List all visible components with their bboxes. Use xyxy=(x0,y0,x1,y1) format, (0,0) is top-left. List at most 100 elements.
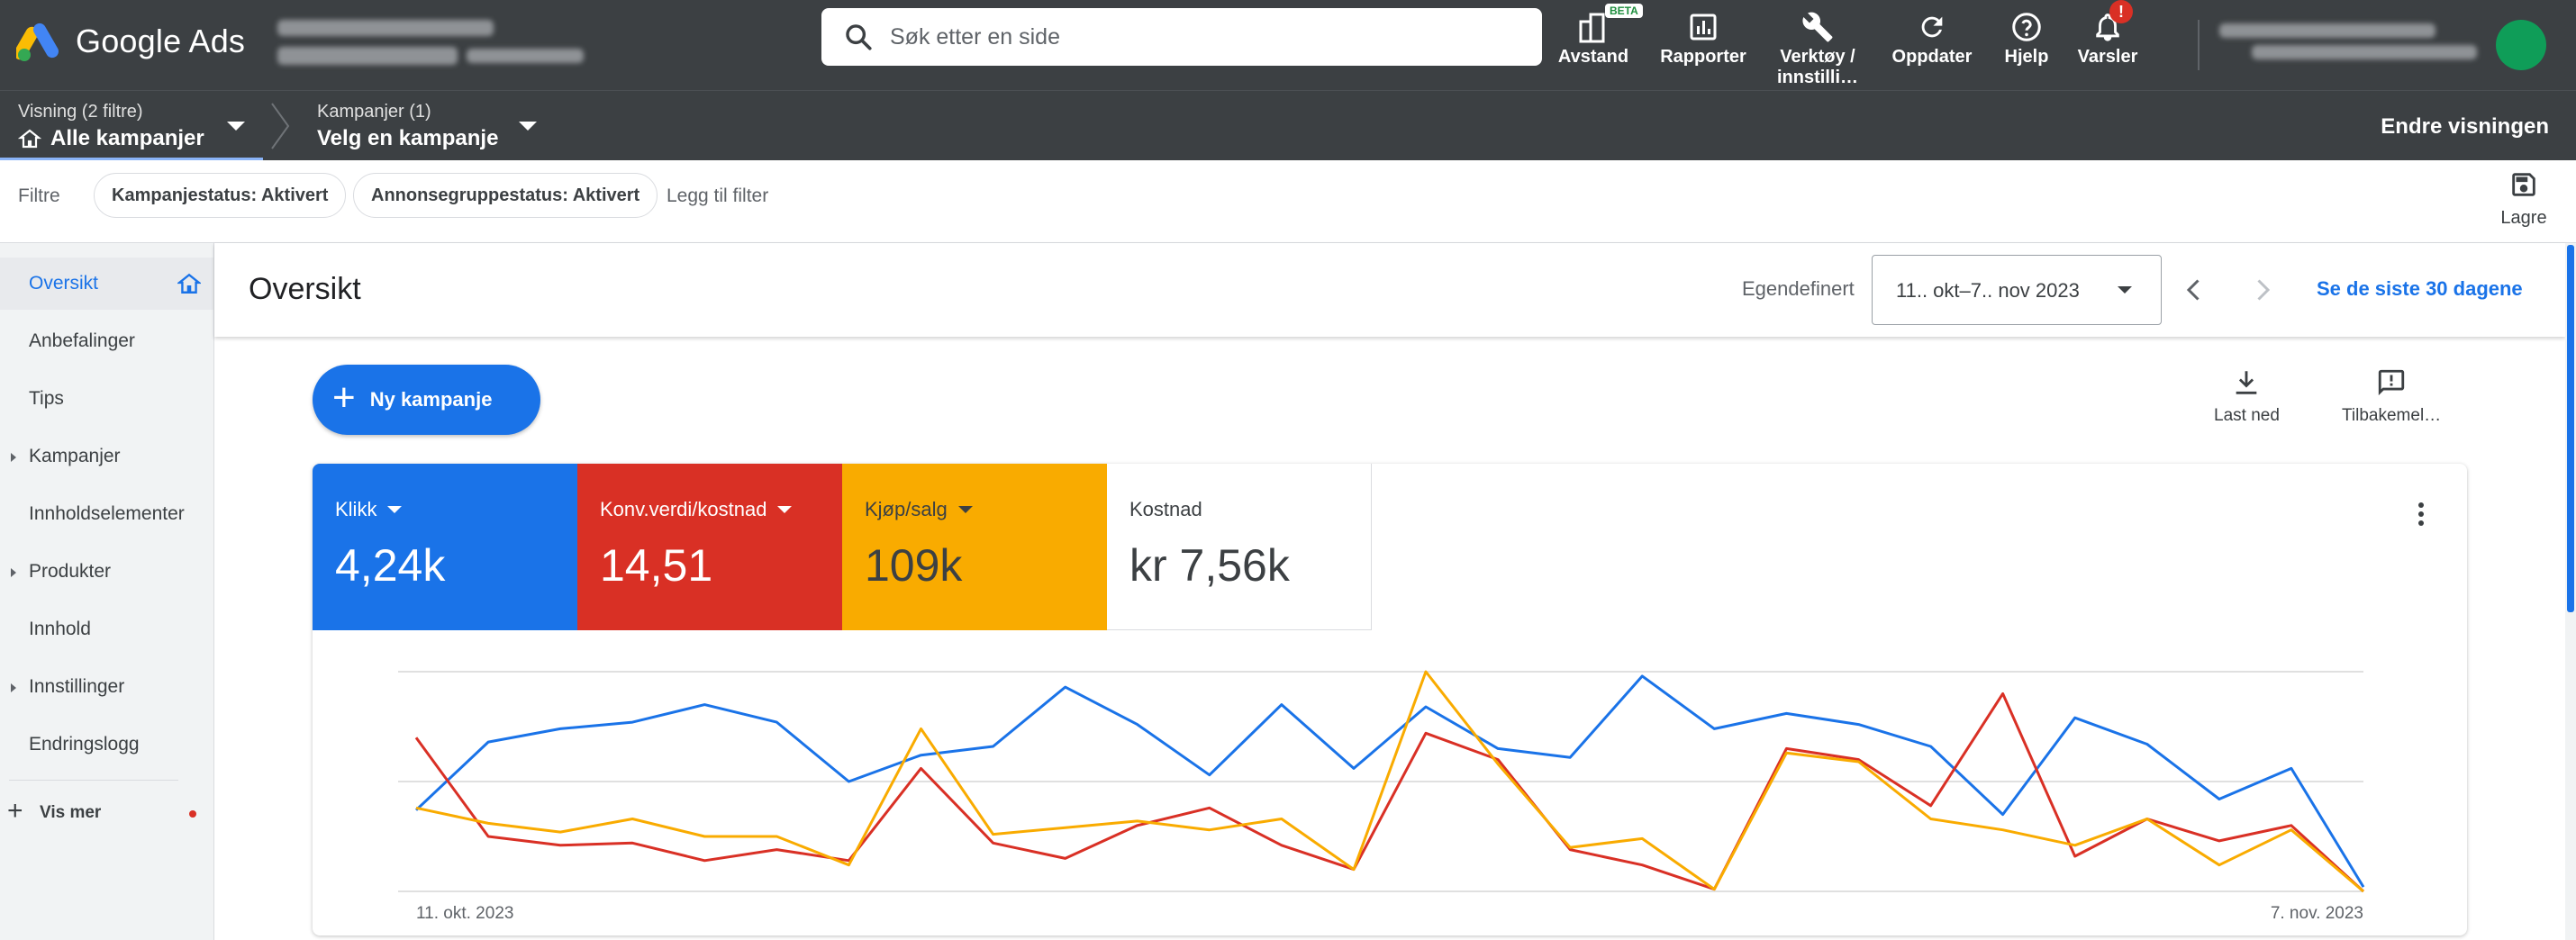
breadcrumb-chevron-icon xyxy=(271,103,290,149)
view-selector-value: Alle kampanjer xyxy=(50,126,204,150)
toolbar-notifications-button[interactable]: ! Varsler xyxy=(2054,0,2162,68)
page-header: Oversikt Egendefinert 11.. okt–7.. nov 2… xyxy=(214,243,2565,337)
user-account-info[interactable] xyxy=(2216,22,2486,67)
x-axis-end-label: 7. nov. 2023 xyxy=(2271,904,2363,923)
home-icon xyxy=(18,129,41,149)
sidebar-item-label: Kampanjer xyxy=(29,446,121,466)
next-period-button[interactable] xyxy=(2246,274,2279,306)
top-bar: Google Ads BETA Avstand xyxy=(0,0,2576,90)
filter-chip-adgroup-status[interactable]: Annonsegruppestatus: Aktivert xyxy=(353,173,658,218)
filter-bar: Filtre Kampanjestatus: Aktivert Annonseg… xyxy=(0,160,2576,243)
toolbar-label: Oppdater xyxy=(1891,47,1973,67)
save-button[interactable]: Lagre xyxy=(2491,169,2556,229)
new-campaign-button[interactable]: + Ny kampanje xyxy=(313,365,540,435)
sidebar-item-settings[interactable]: Innstillinger xyxy=(0,661,213,713)
google-ads-logo-icon xyxy=(16,23,59,61)
x-axis-start-label: 11. okt. 2023 xyxy=(416,904,513,923)
expand-arrow-icon xyxy=(11,453,16,462)
chevron-down-icon[interactable] xyxy=(387,506,403,513)
toolbar-help-button[interactable]: Hjelp xyxy=(1973,9,2081,68)
avatar[interactable] xyxy=(2496,20,2546,70)
search-input[interactable] xyxy=(890,23,1502,50)
campaign-dropdown-icon[interactable] xyxy=(519,122,537,131)
campaign-selector[interactable]: Kampanjer (1) Velg en kampanje xyxy=(317,102,498,151)
google-ads-logo[interactable]: Google Ads xyxy=(16,20,245,63)
toolbar-label: Hjelp xyxy=(2004,47,2049,67)
download-icon xyxy=(2236,371,2257,394)
date-range-picker[interactable]: 11.. okt–7.. nov 2023 xyxy=(1872,255,2162,325)
add-filter-button[interactable]: Legg til filter xyxy=(667,185,769,206)
sidebar-item-overview[interactable]: Oversikt xyxy=(0,258,213,310)
toolbar-label: Varsler xyxy=(2077,47,2138,67)
help-icon xyxy=(2012,13,2041,41)
change-view-button[interactable]: Endre visningen xyxy=(2381,114,2549,139)
view-selector[interactable]: Visning (2 filtre) Alle kampanjer xyxy=(18,102,204,151)
toolbar-reach-button[interactable]: BETA Avstand xyxy=(1539,4,1647,68)
view-selector-label: Visning (2 filtre) xyxy=(18,102,143,122)
feedback-button[interactable]: Tilbakemel… xyxy=(2342,367,2441,426)
search-bar[interactable] xyxy=(821,8,1542,66)
metric-conv-value-cost[interactable]: Konv.verdi/kostnad 14,51 xyxy=(577,464,842,630)
page-scrollbar[interactable] xyxy=(2565,243,2576,940)
reach-icon xyxy=(1579,13,1605,43)
sidebar-item-label: Oversikt xyxy=(29,273,99,294)
filter-chip-campaign-status[interactable]: Kampanjestatus: Aktivert xyxy=(94,173,347,218)
feedback-icon xyxy=(2378,369,2405,396)
sidebar-item-products[interactable]: Produkter xyxy=(0,546,213,598)
save-icon xyxy=(2512,173,2535,196)
account-switcher[interactable] xyxy=(276,18,609,72)
chart-series-line-0[interactable] xyxy=(414,674,2365,888)
metric-purchases[interactable]: Kjøp/salg 109k xyxy=(842,464,1107,630)
chevron-down-icon[interactable] xyxy=(957,506,973,513)
plus-icon: + xyxy=(332,375,356,420)
sidebar-item-content[interactable]: Innhold xyxy=(0,603,213,655)
campaign-selector-label: Kampanjer (1) xyxy=(317,102,431,122)
alert-badge: ! xyxy=(2109,0,2133,23)
plus-icon: + xyxy=(7,796,23,826)
toolbar-reports-button[interactable]: Rapporter xyxy=(1649,9,1757,68)
toolbar-refresh-button[interactable]: Oppdater xyxy=(1878,9,1986,68)
sidebar-item-label: Anbefalinger xyxy=(29,330,135,351)
sidebar-item-label: Endringslogg xyxy=(29,734,140,755)
metric-name: Klikk xyxy=(335,498,377,520)
toolbar-label: Verktøy / innstilli… xyxy=(1777,47,1858,87)
sidebar-item-campaigns[interactable]: Kampanjer xyxy=(0,430,213,483)
show-more-button[interactable]: + Vis mer xyxy=(0,787,213,839)
last-30-days-link[interactable]: Se de siste 30 dagene xyxy=(2317,277,2523,300)
toolbar-divider xyxy=(2198,20,2200,70)
download-button[interactable]: Last ned xyxy=(2214,367,2280,426)
beta-badge: BETA xyxy=(1605,4,1643,18)
notification-dot xyxy=(189,810,196,818)
metric-value: 4,24k xyxy=(335,540,446,591)
sidebar-item-tips[interactable]: Tips xyxy=(0,373,213,425)
expand-arrow-icon xyxy=(11,568,16,577)
expand-arrow-icon xyxy=(11,683,16,692)
sidebar-item-label: Innstillinger xyxy=(29,676,125,697)
view-dropdown-icon[interactable] xyxy=(227,122,245,131)
metric-name: Konv.verdi/kostnad xyxy=(600,498,767,520)
sidebar-item-label: Tips xyxy=(29,388,64,409)
toolbar-label: Rapporter xyxy=(1660,47,1746,67)
chart-series-line-2[interactable] xyxy=(415,670,2364,893)
chart-series-line-1[interactable] xyxy=(414,691,2365,893)
metric-cost[interactable]: Kostnad kr 7,56k xyxy=(1107,464,1372,630)
sidebar-item-change-history[interactable]: Endringslogg xyxy=(0,719,213,771)
campaign-selector-value: Velg en kampanje xyxy=(317,126,499,150)
toolbar-tools-button[interactable]: Verktøy / innstilli… xyxy=(1764,9,1872,88)
view-navigation-bar: Visning (2 filtre) Alle kampanjer Kampan… xyxy=(0,90,2576,161)
sidebar-item-assets[interactable]: Innholdselementer xyxy=(0,488,213,540)
scrollbar-thumb[interactable] xyxy=(2567,245,2574,612)
previous-period-button[interactable] xyxy=(2178,274,2210,306)
date-range-value: 11.. okt–7.. nov 2023 xyxy=(1896,279,2080,302)
metric-value: 109k xyxy=(865,540,963,591)
filter-label: Filtre xyxy=(18,185,60,206)
metric-clicks[interactable]: Klikk 4,24k xyxy=(313,464,577,630)
chevron-down-icon[interactable] xyxy=(777,506,793,513)
feedback-label: Tilbakemel… xyxy=(2342,406,2442,425)
sidebar-item-recommendations[interactable]: Anbefalinger xyxy=(0,315,213,367)
date-range-type: Egendefinert xyxy=(1742,277,1855,300)
home-icon xyxy=(177,273,201,294)
more-options-icon[interactable] xyxy=(2408,500,2435,532)
page-title: Oversikt xyxy=(249,272,361,306)
performance-line-chart: 11. okt. 2023 7. nov. 2023 xyxy=(398,670,2365,923)
